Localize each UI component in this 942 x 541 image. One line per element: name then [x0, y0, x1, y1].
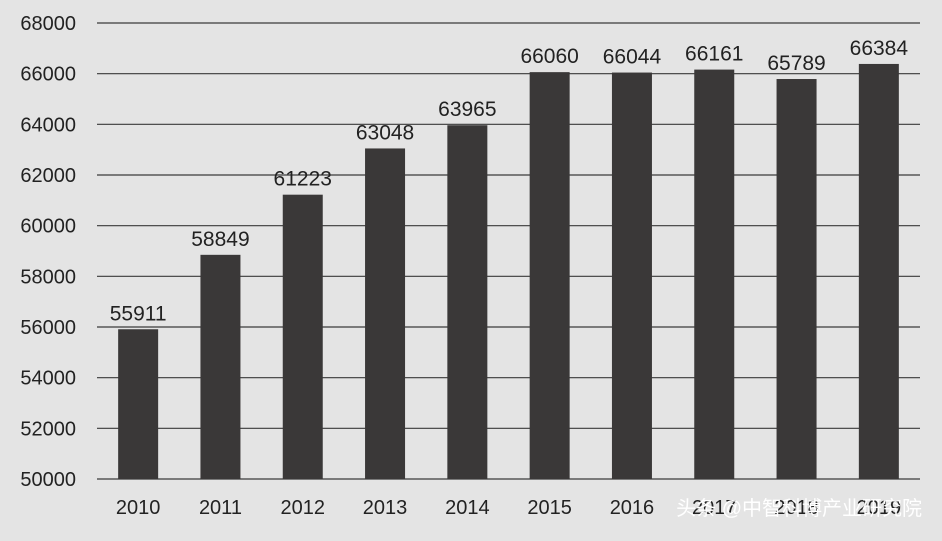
bar-2018	[776, 79, 817, 480]
x-tick-label: 2018	[774, 497, 819, 519]
y-tick-label: 66000	[20, 64, 76, 86]
bar-2015	[529, 72, 570, 479]
x-tick-label: 2019	[857, 497, 902, 519]
data-label: 61223	[274, 168, 332, 191]
y-tick-label: 62000	[20, 165, 76, 187]
data-label: 66161	[685, 43, 743, 66]
y-tick-label: 64000	[20, 114, 76, 136]
data-label: 63048	[356, 121, 414, 144]
x-tick-label: 2012	[281, 497, 326, 519]
x-tick-label: 2011	[199, 497, 242, 519]
y-tick-label: 58000	[20, 266, 76, 288]
x-tick-label: 2010	[116, 497, 161, 519]
y-axis-ticks: 50000 52000 54000 56000 58000 60000 62000 64000…	[20, 13, 76, 491]
bar-2016	[611, 72, 652, 479]
x-tick-label: 2017	[692, 497, 737, 519]
data-labels: 55911 58849 61223 63048 63965 66060 66044 66161…	[110, 37, 909, 325]
bars	[118, 63, 899, 480]
bar-2010	[118, 329, 159, 479]
y-tick-label: 68000	[20, 13, 76, 35]
x-tick-label: 2013	[363, 497, 408, 519]
bar-2012	[282, 194, 323, 479]
bar-2013	[365, 148, 406, 479]
x-axis-ticks: 2010 2011 2012 2013 2014 2015 2016 2017 2018 2019	[116, 497, 901, 519]
bar-2011	[200, 254, 241, 479]
y-tick-label: 60000	[20, 216, 76, 238]
y-tick-label: 52000	[20, 418, 76, 440]
y-tick-label: 56000	[20, 317, 76, 339]
data-label: 65789	[767, 52, 825, 75]
watermark-text: 头条 @中智科博产业研究院	[676, 497, 922, 520]
bar-2019	[858, 63, 899, 480]
data-label: 55911	[110, 302, 167, 325]
data-label: 58849	[191, 228, 249, 251]
y-tick-label: 54000	[20, 368, 76, 390]
bar-2017	[694, 69, 735, 479]
x-tick-label: 2016	[610, 497, 655, 519]
data-label: 66384	[850, 37, 909, 60]
x-tick-label: 2014	[445, 497, 490, 519]
bar-2014	[447, 125, 488, 479]
data-label: 63965	[438, 98, 496, 121]
data-label: 66060	[520, 45, 578, 68]
y-tick-label: 50000	[20, 469, 76, 491]
data-label: 66044	[603, 46, 662, 69]
x-tick-label: 2015	[527, 497, 572, 519]
